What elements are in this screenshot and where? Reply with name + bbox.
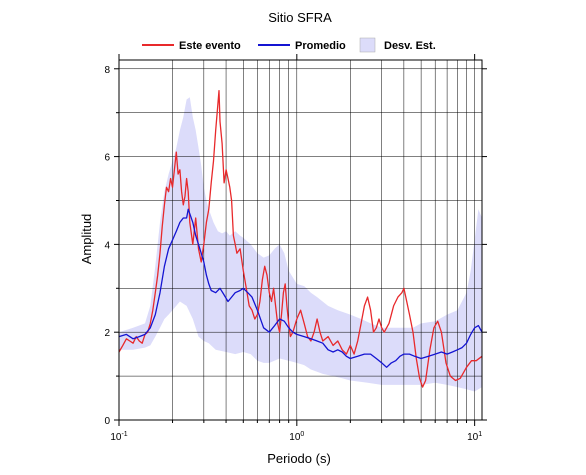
legend-label-este-evento: Este evento xyxy=(179,40,241,52)
legend-label-promedio: Promedio xyxy=(295,40,346,52)
y-axis-label: Amplitud xyxy=(79,214,94,265)
plot-border xyxy=(118,59,483,421)
legend: Este evento Promedio Desv. Est. xyxy=(142,37,436,53)
series-line-promedio xyxy=(118,208,483,368)
grid-layer xyxy=(119,60,482,420)
y-tick-label: 4 xyxy=(104,240,110,251)
chart-title: Sitio SFRA xyxy=(268,10,332,25)
y-tick-label: 2 xyxy=(104,328,110,339)
x-tick-label: 10-1 xyxy=(110,431,127,443)
y-axis: 0 2 4 6 8 xyxy=(104,65,487,427)
series-layer xyxy=(118,90,483,388)
x-axis-label: Periodo (s) xyxy=(267,451,331,466)
x-axis: 10-1 100 101 xyxy=(110,54,482,443)
legend-swatch-desv-est xyxy=(359,37,376,53)
y-tick-label: 0 xyxy=(104,416,110,427)
y-tick-label: 8 xyxy=(104,65,110,76)
std-dev-band xyxy=(119,97,482,392)
x-tick-label: 100 xyxy=(289,431,304,443)
x-tick-label: 101 xyxy=(467,431,482,443)
series-line-este-evento xyxy=(118,90,483,388)
y-tick-label: 6 xyxy=(104,153,110,164)
std-dev-band-layer xyxy=(119,97,482,392)
legend-label-desv-est: Desv. Est. xyxy=(384,40,436,52)
plot-frame xyxy=(118,59,483,421)
